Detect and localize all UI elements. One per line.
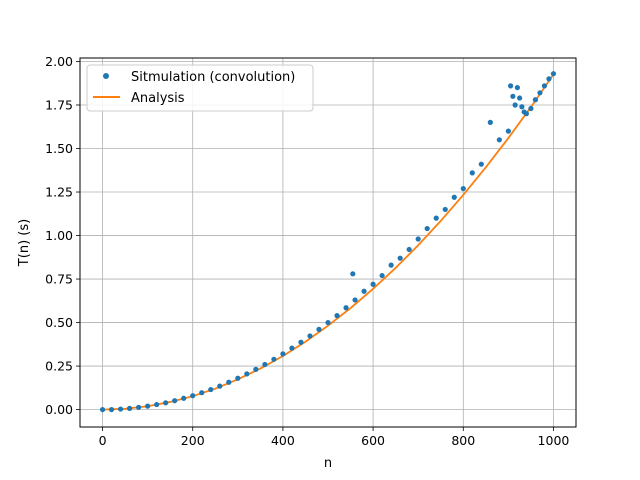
plot-series: [99, 71, 557, 413]
y-tick-label: 1.75: [45, 97, 73, 112]
analysis-line: [102, 73, 555, 411]
simulation-point: [244, 371, 250, 377]
simulation-point: [406, 246, 412, 253]
simulation-point: [478, 161, 484, 167]
x-tick-label: 600: [361, 433, 385, 448]
simulation-point: [519, 104, 525, 110]
simulation-point: [145, 403, 151, 409]
y-tick-label: 1.50: [45, 141, 73, 156]
simulation-point: [190, 393, 196, 399]
simulation-point: [334, 313, 340, 319]
x-tick-label: 800: [451, 433, 475, 448]
simulation-point: [496, 137, 502, 143]
simulation-point: [217, 383, 223, 389]
simulation-point: [550, 71, 557, 77]
y-tick-label: 0.00: [45, 402, 73, 417]
simulation-point: [537, 90, 543, 96]
simulation-point: [505, 128, 511, 134]
simulation-point: [424, 225, 430, 232]
x-tick-label: 1000: [538, 433, 570, 448]
simulation-point: [235, 375, 241, 381]
simulation-point: [514, 84, 520, 91]
simulation-point: [388, 262, 394, 268]
simulation-point: [298, 339, 304, 345]
y-tick-label: 1.25: [45, 185, 73, 200]
simulation-point: [199, 390, 205, 396]
y-tick-label: 2.00: [45, 54, 73, 69]
legend-label-simulation: Sitmulation (convolution): [131, 70, 295, 85]
simulation-point: [487, 119, 493, 125]
legend-label-analysis: Analysis: [131, 91, 185, 106]
simulation-point: [460, 185, 466, 192]
simulation-point: [127, 405, 133, 411]
y-axis-ticks: 0.00 0.25 0.50 0.75 1.00 1.25 1.50 1.75 2.00: [45, 54, 80, 417]
simulation-point: [528, 105, 534, 112]
x-tick-label: 0: [99, 433, 107, 448]
y-tick-label: 1.00: [45, 228, 73, 243]
simulation-point: [510, 93, 516, 99]
simulation-point: [316, 326, 322, 332]
grid-lines: [80, 58, 576, 427]
simulation-point: [415, 236, 421, 242]
y-tick-label: 0.75: [45, 272, 73, 287]
simulation-point: [512, 102, 518, 108]
simulation-point: [546, 76, 552, 82]
simulation-point: [289, 345, 295, 351]
simulation-point: [343, 305, 349, 311]
simulation-point: [136, 404, 142, 410]
simulation-point: [352, 297, 358, 303]
legend-box: [86, 64, 314, 112]
simulation-point: [163, 400, 169, 406]
y-tick-label: 0.25: [45, 359, 73, 374]
simulation-point: [271, 356, 277, 362]
simulation-point: [469, 170, 475, 176]
simulation-point: [262, 361, 268, 368]
simulation-point: [397, 255, 403, 261]
simulation-point: [523, 111, 530, 117]
simulation-point: [208, 386, 214, 393]
simulation-point: [181, 395, 187, 401]
simulation-point: [154, 401, 160, 408]
x-tick-label: 200: [181, 433, 205, 448]
simulation-point: [517, 95, 523, 101]
simulation-point: [379, 272, 385, 279]
legend: Sitmulation (convolution) Analysis: [86, 64, 314, 112]
simulation-point: [226, 379, 232, 385]
simulation-point: [325, 319, 331, 326]
simulation-point: [108, 406, 115, 413]
simulation-point: [307, 333, 313, 339]
x-axis-ticks: 0 200 400 600 800 1000: [99, 427, 570, 448]
simulation-point: [532, 97, 539, 103]
simulation-point: [99, 406, 106, 413]
simulation-point: [442, 206, 448, 213]
simulation-point: [117, 406, 124, 412]
legend-marker-simulation: [103, 73, 109, 79]
simulation-point: [253, 366, 259, 372]
simulation-point: [280, 351, 286, 357]
simulation-point: [370, 281, 376, 287]
x-axis-label: n: [324, 456, 332, 471]
x-tick-label: 400: [271, 433, 295, 448]
plot-frame: [79, 57, 577, 428]
y-tick-label: 0.50: [45, 315, 73, 330]
y-axis-label: T(n) (s): [17, 219, 32, 267]
simulation-point: [350, 271, 356, 277]
simulation-point: [451, 194, 457, 200]
simulation-point: [508, 83, 514, 89]
simulation-point: [433, 215, 439, 221]
simulation-point: [361, 288, 367, 294]
simulation-point: [172, 398, 178, 404]
simulation-point: [541, 83, 548, 89]
